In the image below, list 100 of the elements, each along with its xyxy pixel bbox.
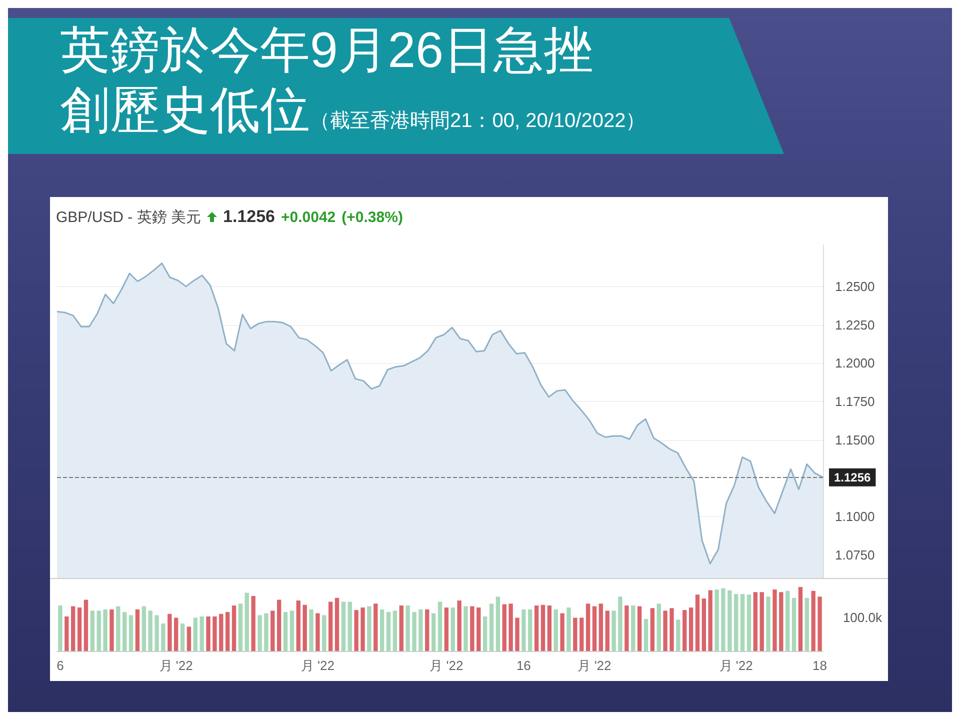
bar — [161, 623, 166, 651]
bar — [316, 613, 320, 651]
bar — [766, 596, 770, 651]
bar — [804, 598, 809, 651]
bar — [598, 604, 604, 651]
bar — [670, 608, 674, 651]
x-tick-label: 月 '22 — [430, 658, 464, 673]
bar — [380, 609, 384, 651]
bar — [296, 600, 300, 651]
bar — [728, 590, 732, 651]
bar — [528, 609, 532, 651]
bar — [734, 594, 738, 651]
bar — [399, 606, 404, 651]
bar — [84, 600, 88, 651]
bar — [168, 614, 172, 651]
bar — [772, 590, 777, 651]
bar — [702, 598, 706, 651]
bar — [663, 610, 668, 651]
bar — [174, 618, 178, 651]
bar — [341, 602, 346, 651]
text: +0.0042 — [281, 208, 336, 226]
bar — [64, 616, 69, 651]
bar — [760, 592, 764, 651]
bar — [624, 606, 629, 651]
bar — [818, 596, 822, 651]
bar — [142, 606, 146, 651]
bar — [58, 606, 62, 651]
bar — [721, 588, 726, 651]
bar — [586, 604, 590, 651]
bar — [650, 608, 655, 651]
bar — [470, 606, 474, 651]
bar — [135, 609, 140, 651]
bar — [566, 607, 571, 651]
bar — [644, 619, 648, 651]
bar — [605, 610, 610, 651]
x-tick-label: 18 — [812, 658, 828, 673]
bar — [386, 612, 391, 651]
bar — [103, 609, 108, 651]
bar — [476, 607, 481, 651]
bar — [360, 607, 365, 651]
bar — [457, 600, 462, 651]
chart-subtitle: （截至香港時間21：00, 20/10/2022） — [310, 109, 646, 134]
bar — [302, 604, 307, 651]
bar — [128, 615, 134, 651]
bar — [786, 590, 790, 651]
bar — [354, 610, 358, 651]
bar — [560, 613, 564, 651]
x-tick-label: 月 '22 — [578, 658, 612, 673]
bar — [225, 612, 230, 651]
bar — [792, 598, 796, 651]
x-tick-label: 月 '22 — [300, 658, 334, 673]
bar — [418, 609, 423, 651]
bar — [753, 592, 758, 651]
bar — [232, 606, 236, 651]
bar — [219, 614, 224, 651]
x-tick-label: 6 — [56, 658, 64, 673]
y-tick-label: 1.1000 — [835, 509, 875, 524]
y-tick-label: 1.2250 — [835, 317, 875, 332]
bar — [515, 618, 520, 651]
bar — [322, 615, 326, 651]
bar — [540, 604, 546, 651]
bar — [438, 602, 442, 651]
y-tick-label: 1.1500 — [835, 432, 875, 448]
bar — [502, 604, 506, 651]
bar — [367, 606, 372, 651]
bar — [708, 590, 712, 651]
y-tick-label: 1.2000 — [835, 356, 875, 371]
bar — [489, 604, 494, 651]
bar — [688, 607, 694, 651]
bar — [392, 610, 398, 651]
bar — [244, 592, 249, 651]
bar — [154, 615, 159, 651]
bar — [200, 616, 204, 651]
bar — [547, 606, 552, 651]
bar — [116, 606, 120, 651]
bar — [309, 609, 314, 651]
x-tick-label: 月 '22 — [159, 658, 193, 673]
bar — [482, 616, 488, 651]
y-tick-label: 1.0750 — [835, 547, 875, 562]
bar — [374, 604, 378, 651]
bar — [186, 626, 192, 651]
bar — [811, 590, 816, 651]
bar — [573, 618, 578, 651]
text: (+0.38%) — [342, 208, 403, 226]
bar — [212, 616, 217, 651]
bar — [251, 596, 256, 651]
ref-line-label: 1.1256 — [834, 470, 872, 484]
x-tick-label: 月 '22 — [719, 658, 753, 673]
bar — [77, 607, 82, 651]
bar — [348, 602, 352, 651]
bar — [148, 610, 152, 651]
bar — [110, 609, 114, 651]
bar — [193, 618, 198, 651]
bar — [798, 587, 803, 651]
bar — [496, 596, 500, 651]
bar — [412, 612, 416, 651]
bar — [122, 612, 127, 651]
bar — [425, 609, 430, 651]
bar — [464, 606, 468, 651]
bar — [637, 606, 642, 651]
